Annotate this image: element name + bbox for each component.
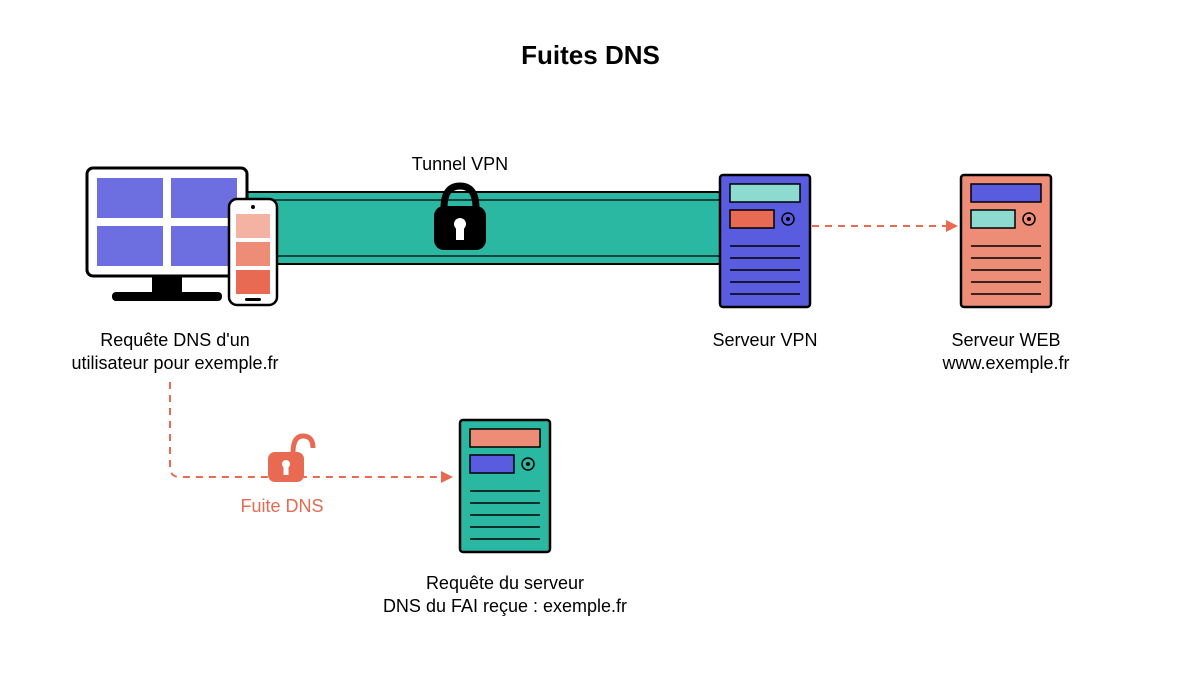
diagram-svg xyxy=(0,0,1181,684)
arrow-vpn-to-web xyxy=(812,220,958,232)
isp-server-icon xyxy=(460,420,550,552)
arrow-leak xyxy=(170,382,453,483)
web-server-icon xyxy=(961,175,1051,307)
phone-icon xyxy=(229,199,277,305)
monitor-icon xyxy=(87,168,247,301)
lock-open-icon xyxy=(268,436,313,482)
vpn-server-icon xyxy=(720,175,810,307)
